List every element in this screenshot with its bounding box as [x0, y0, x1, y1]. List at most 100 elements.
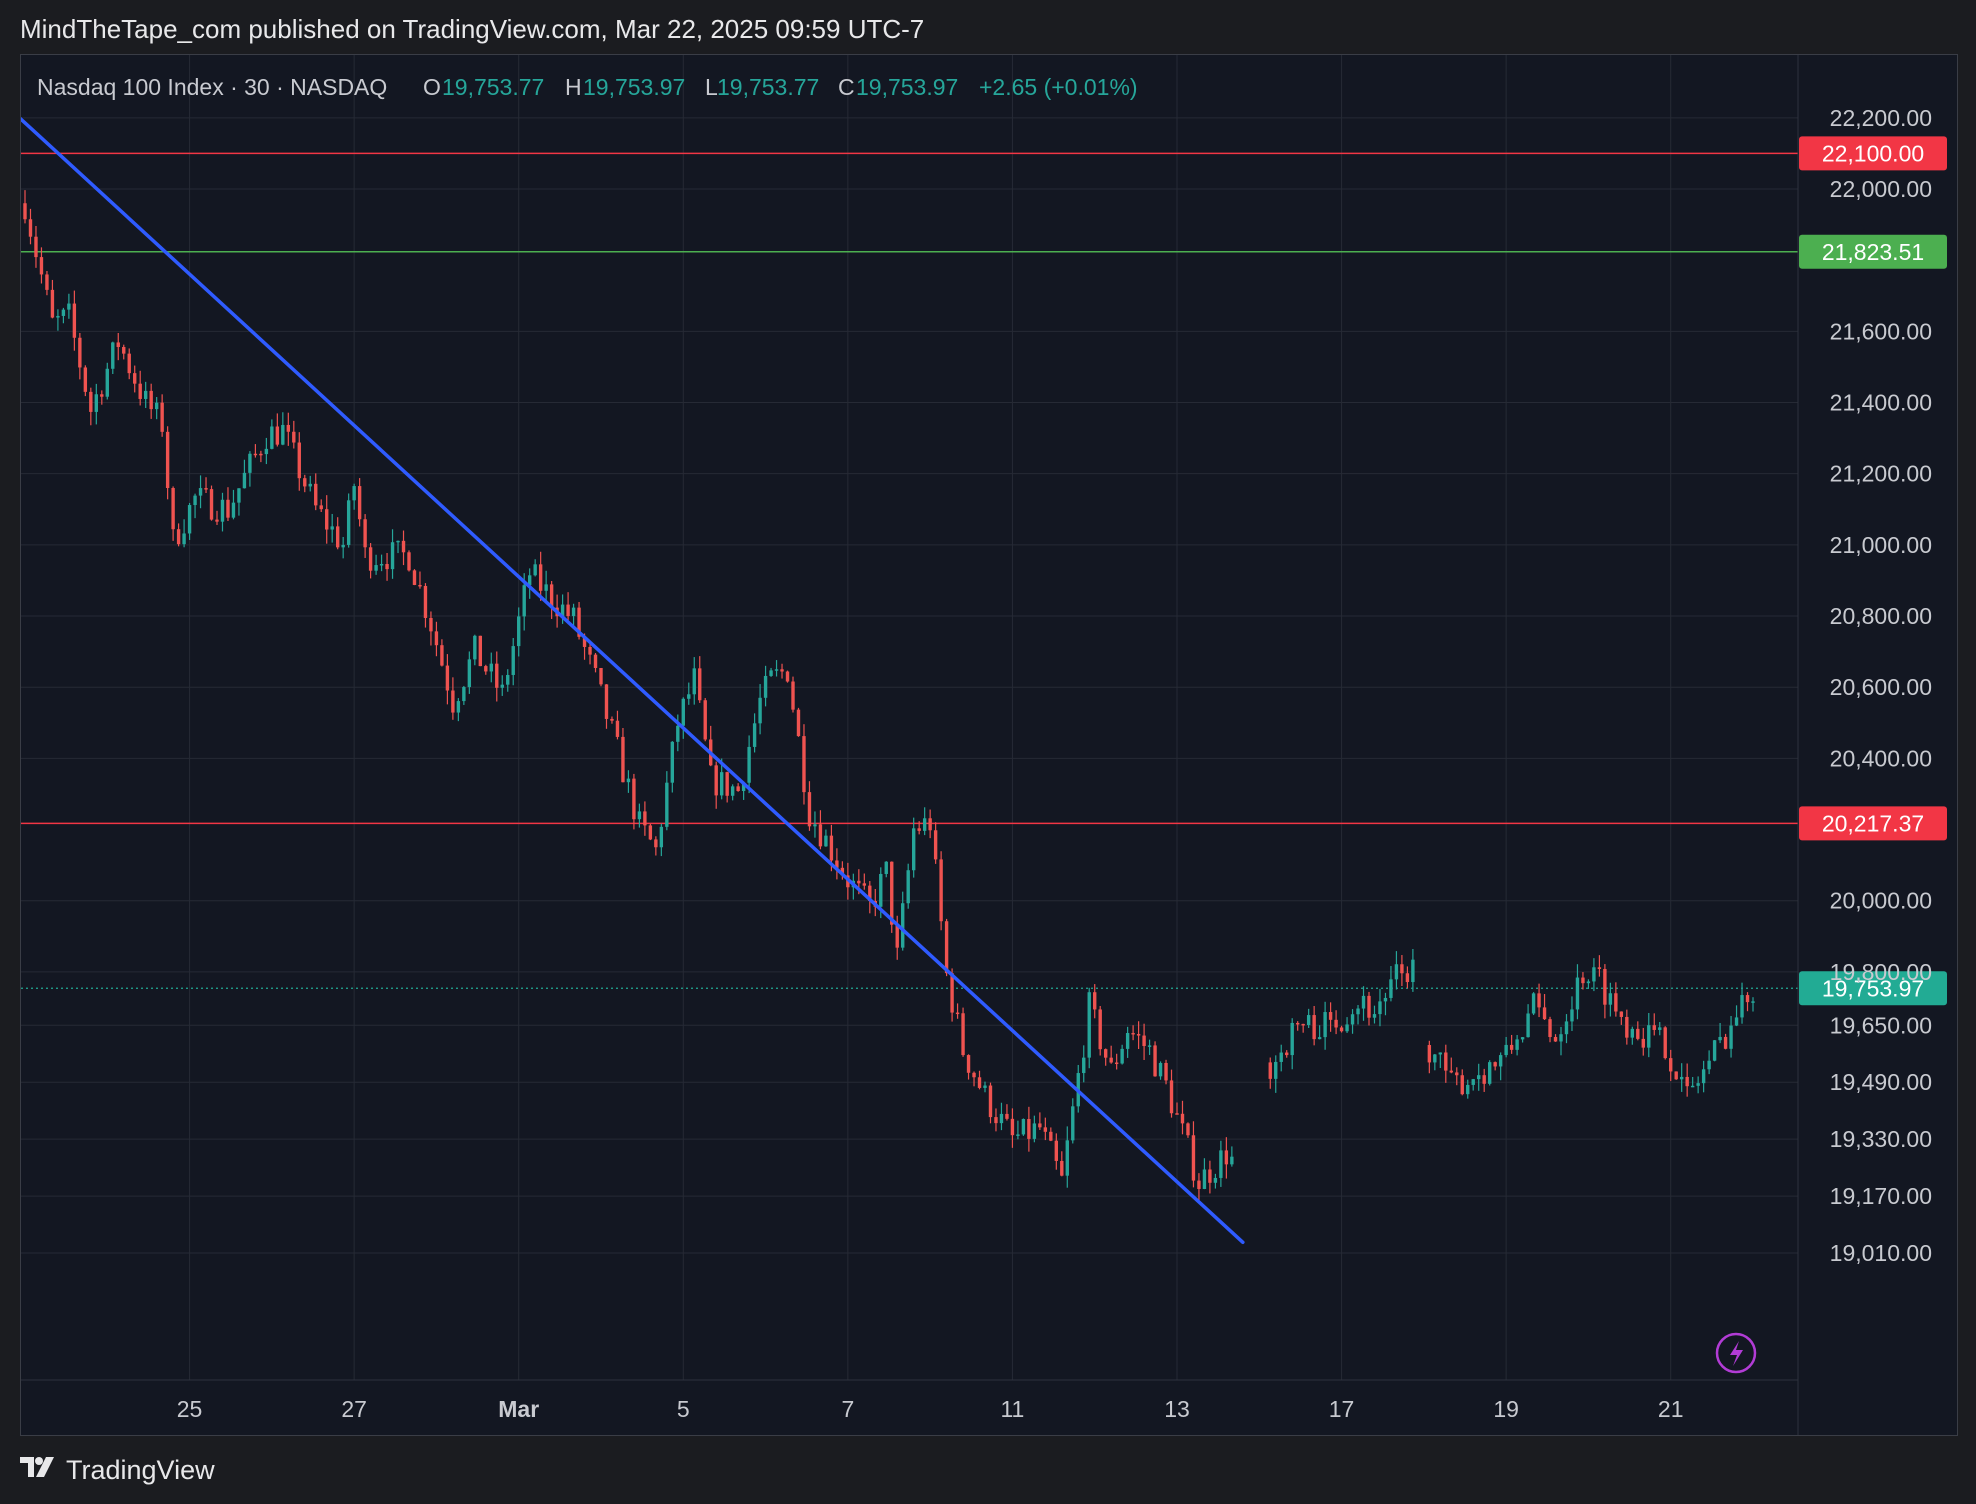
- candle-body: [1477, 1075, 1481, 1080]
- price-chart[interactable]: 22,100.00 21,823.51 20,217.37 19,753.97 22,…: [21, 55, 1957, 1435]
- lightning-icon[interactable]: [1715, 1332, 1757, 1374]
- candle-body: [34, 236, 38, 258]
- candle-body: [1323, 1012, 1327, 1038]
- price-tick-label: 19,170.00: [1830, 1183, 1932, 1209]
- candle-body: [1350, 1014, 1355, 1025]
- candle-body: [533, 564, 537, 576]
- candle-body: [133, 373, 137, 384]
- candle-body: [1586, 981, 1591, 984]
- price-tick-label: 20,800.00: [1830, 603, 1932, 629]
- candle-body: [560, 604, 565, 617]
- candle-body: [1010, 1118, 1015, 1136]
- candle-body: [467, 659, 472, 688]
- candle-body: [911, 828, 916, 871]
- candle-body: [440, 645, 444, 666]
- candle-body: [495, 663, 499, 688]
- candle-body: [56, 315, 60, 318]
- candle-body: [1658, 1027, 1662, 1030]
- candle-body: [341, 544, 345, 548]
- candle-body: [818, 824, 823, 847]
- candle-body: [785, 671, 790, 682]
- candle-body: [105, 368, 109, 397]
- candle-body: [698, 668, 702, 701]
- candle-body: [451, 690, 455, 713]
- candle-body: [1285, 1052, 1289, 1056]
- candle-body: [237, 488, 241, 503]
- candle-body: [1049, 1131, 1053, 1141]
- candle-body: [692, 668, 696, 695]
- last-price-tag: [1799, 971, 1947, 1006]
- candle-body: [890, 861, 894, 925]
- candle-body: [1367, 995, 1371, 1018]
- candle-body: [357, 486, 362, 520]
- candle-body: [1614, 993, 1618, 1012]
- candle-body: [253, 453, 258, 456]
- candle-body: [966, 1055, 971, 1073]
- candle-body: [544, 584, 548, 591]
- candle-body: [758, 697, 762, 724]
- candle-body: [149, 390, 153, 410]
- downtrend-line[interactable]: [21, 116, 1245, 1245]
- horizontal-levels[interactable]: 22,100.00 21,823.51 20,217.37 19,753.97: [21, 136, 1947, 1006]
- candle-body: [1202, 1169, 1207, 1189]
- candle-body: [1383, 997, 1388, 1002]
- chart-panel[interactable]: 22,100.00 21,823.51 20,217.37 19,753.97 22,…: [20, 54, 1958, 1436]
- candle-body: [807, 792, 812, 827]
- candle-body: [1054, 1140, 1059, 1161]
- candle-body: [752, 723, 757, 747]
- candle-body: [215, 519, 219, 522]
- candle-body: [1696, 1083, 1700, 1086]
- candle-body: [626, 778, 631, 783]
- time-tick-label: 11: [1000, 1396, 1024, 1422]
- candle-body: [1093, 992, 1097, 1010]
- candle-body: [1274, 1061, 1278, 1079]
- candle-body: [1597, 967, 1602, 969]
- candle-body: [176, 529, 181, 545]
- candle-body: [703, 700, 707, 740]
- candle-body: [45, 274, 49, 290]
- candle-body: [1701, 1069, 1706, 1084]
- candle-body: [1652, 1025, 1656, 1030]
- candle-body: [182, 533, 186, 545]
- candle-body: [774, 669, 779, 671]
- candle-body: [961, 1013, 965, 1056]
- candle-body: [538, 564, 543, 591]
- candle-body: [522, 585, 526, 617]
- trendline-layer[interactable]: [21, 116, 1245, 1245]
- candle-body: [599, 667, 603, 685]
- candle-body: [220, 499, 225, 522]
- candle-body: [1630, 1028, 1635, 1038]
- candle-body: [1005, 1113, 1009, 1119]
- candle-body: [1103, 1049, 1108, 1058]
- candle-body: [670, 741, 675, 783]
- candle-body: [1169, 1080, 1174, 1114]
- candle-body: [527, 575, 532, 586]
- candle-body: [1734, 1017, 1739, 1026]
- candle-body: [950, 973, 954, 1013]
- candle-body: [1394, 964, 1399, 980]
- candle-body: [840, 867, 845, 876]
- candle-body: [94, 394, 99, 412]
- tradingview-logo[interactable]: TradingView: [20, 1454, 215, 1486]
- candle-body: [1098, 1009, 1102, 1050]
- candle-body: [1071, 1106, 1075, 1141]
- candle-body: [928, 818, 932, 831]
- candle-body: [1345, 1024, 1349, 1032]
- candle-body: [1021, 1119, 1026, 1135]
- candle-body: [1378, 1001, 1382, 1015]
- price-tick-label: 21,600.00: [1830, 318, 1932, 344]
- candle-body: [165, 431, 170, 489]
- candle-body: [621, 736, 625, 783]
- candle-body: [1153, 1045, 1157, 1077]
- candle-body: [1411, 959, 1415, 983]
- candle-body: [1712, 1040, 1717, 1061]
- candle-body: [747, 746, 751, 783]
- candle-body: [1663, 1027, 1667, 1059]
- candle-body: [1723, 1036, 1728, 1049]
- candle-body: [1016, 1134, 1020, 1136]
- candle-body: [286, 424, 291, 432]
- candle-body: [571, 607, 576, 617]
- grid: [21, 55, 1798, 1380]
- candle-body: [1295, 1022, 1300, 1025]
- candle-body: [895, 924, 899, 948]
